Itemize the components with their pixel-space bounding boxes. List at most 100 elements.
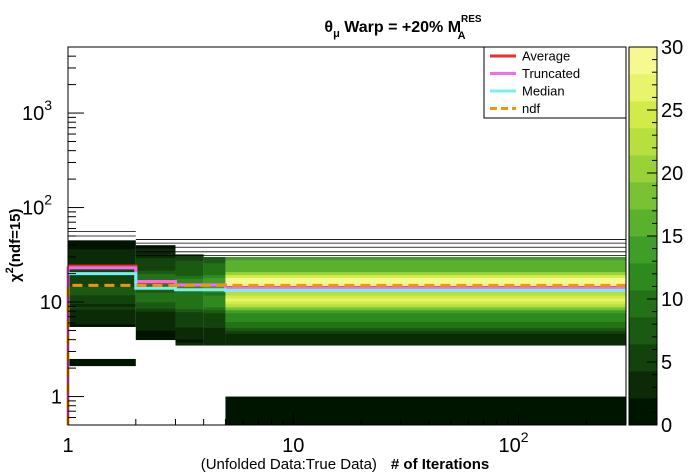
heatmap-cell bbox=[135, 323, 176, 328]
heatmap-cell bbox=[225, 315, 626, 320]
color-scale-bin bbox=[629, 209, 657, 237]
heatmap-outlines bbox=[68, 230, 626, 257]
heatmap-cell bbox=[175, 305, 204, 310]
heatmap-cell bbox=[203, 301, 226, 305]
heatmap-cell bbox=[225, 342, 626, 346]
heatmap-cell bbox=[175, 299, 204, 304]
heatmap-cell bbox=[175, 257, 204, 261]
heatmap-cell bbox=[175, 330, 204, 334]
heatmap-cell bbox=[203, 306, 226, 311]
heatmap-cell bbox=[203, 268, 226, 273]
heatmap-cell bbox=[203, 292, 226, 296]
heatmap-cell bbox=[68, 274, 136, 279]
heatmap-cell bbox=[175, 260, 204, 264]
heatmap-cell bbox=[225, 336, 626, 340]
heatmap-cell bbox=[203, 259, 226, 264]
heatmap-cell bbox=[225, 321, 626, 325]
heatmap-cell bbox=[203, 303, 226, 308]
heatmap-cell bbox=[225, 339, 626, 343]
heatmap-cell bbox=[225, 274, 626, 278]
color-scale-bin bbox=[629, 155, 657, 183]
heatmap-cell bbox=[203, 298, 226, 302]
heatmap-cell bbox=[225, 396, 626, 425]
color-scale-bin bbox=[629, 344, 657, 372]
color-scale-bin bbox=[629, 101, 657, 129]
legend-label-truncated: Truncated bbox=[522, 66, 580, 81]
y-axis-title: χ2(ndf=15) bbox=[4, 208, 24, 282]
heatmap-cell bbox=[175, 278, 204, 282]
heatmap-cell bbox=[203, 274, 226, 278]
color-scale-bin bbox=[629, 317, 657, 345]
heatmap-cell bbox=[225, 330, 626, 334]
series-line-median bbox=[68, 272, 626, 292]
legend-label-average: Average bbox=[522, 49, 570, 64]
heatmap-cell bbox=[203, 336, 226, 340]
heatmap-cell bbox=[68, 294, 136, 299]
heatmap-cell bbox=[203, 321, 226, 325]
legend-label-ndf: ndf bbox=[522, 101, 540, 116]
color-scale-label: 0 bbox=[661, 415, 672, 437]
color-scale-bin bbox=[629, 74, 657, 102]
heatmap-cell bbox=[68, 251, 136, 256]
y-axis-ticks bbox=[68, 46, 84, 426]
heatmap-cell bbox=[135, 273, 176, 278]
heatmap-cell bbox=[68, 297, 136, 302]
heatmap-cell bbox=[175, 302, 204, 307]
color-scale-label: 15 bbox=[661, 226, 683, 248]
color-scale-bin bbox=[629, 128, 657, 156]
x-tick-label: 102 bbox=[498, 429, 528, 457]
heatmap-cell bbox=[175, 254, 204, 258]
x-axis-labels: 1 10 102 bbox=[62, 429, 528, 457]
heatmap-cell bbox=[135, 317, 176, 322]
heatmap-cell bbox=[135, 308, 176, 312]
heatmap-cell bbox=[68, 248, 136, 253]
heatmap-cell bbox=[175, 266, 204, 270]
heatmap-cell bbox=[203, 342, 226, 346]
heatmap-cell bbox=[68, 303, 136, 307]
color-scale-label: 20 bbox=[661, 163, 683, 185]
heatmap-cell bbox=[225, 259, 626, 264]
x-tick-label: 1 bbox=[62, 435, 73, 457]
x-tick-label: 10 bbox=[282, 435, 304, 457]
heatmap-cell bbox=[203, 339, 226, 343]
color-scale-labels: 0 5 10 15 20 25 30 bbox=[661, 37, 683, 437]
heatmap-cell bbox=[68, 315, 136, 319]
heatmap-cell bbox=[68, 309, 136, 313]
heatmap-cell bbox=[135, 251, 176, 256]
heatmap-cell bbox=[225, 333, 626, 337]
heatmap-cell bbox=[135, 292, 176, 296]
color-scale-label: 5 bbox=[661, 352, 672, 374]
heatmap-cell bbox=[175, 333, 204, 337]
heatmap-cell bbox=[203, 295, 226, 299]
heatmap-cell bbox=[68, 320, 136, 325]
heatmap-cell bbox=[68, 317, 136, 322]
heatmap-cell bbox=[175, 326, 204, 331]
heatmap-cell bbox=[68, 289, 136, 293]
y-tick-label: 1 bbox=[51, 387, 62, 409]
heatmap-cell bbox=[203, 286, 226, 290]
heatmap-cell bbox=[175, 296, 204, 301]
heatmap-cell bbox=[225, 301, 626, 305]
color-scale-bin bbox=[629, 47, 657, 75]
heatmap-cell bbox=[135, 305, 176, 309]
heatmap-cell bbox=[135, 311, 176, 315]
heatmap-cell bbox=[203, 265, 226, 270]
heatmap-cell bbox=[175, 308, 204, 313]
heatmap-cell bbox=[203, 262, 226, 267]
heatmap-cell bbox=[225, 262, 626, 267]
heatmap-cell bbox=[135, 333, 176, 337]
heatmap-cell bbox=[135, 320, 176, 325]
heatmap-cell bbox=[135, 257, 176, 262]
heatmap-cell bbox=[135, 298, 176, 303]
heatmap-cell bbox=[225, 280, 626, 284]
heatmap-cell bbox=[225, 292, 626, 296]
heatmap-cell bbox=[203, 271, 226, 275]
heatmap-cell bbox=[135, 260, 176, 265]
heatmap-cell bbox=[135, 336, 176, 341]
heatmap-cell bbox=[175, 342, 204, 346]
heatmap-cell bbox=[135, 254, 176, 259]
heatmap-cell bbox=[135, 270, 176, 274]
heatmap-cell bbox=[203, 327, 226, 331]
legend: Average Truncated Median ndf bbox=[483, 46, 627, 119]
heatmap-cell bbox=[68, 323, 136, 327]
